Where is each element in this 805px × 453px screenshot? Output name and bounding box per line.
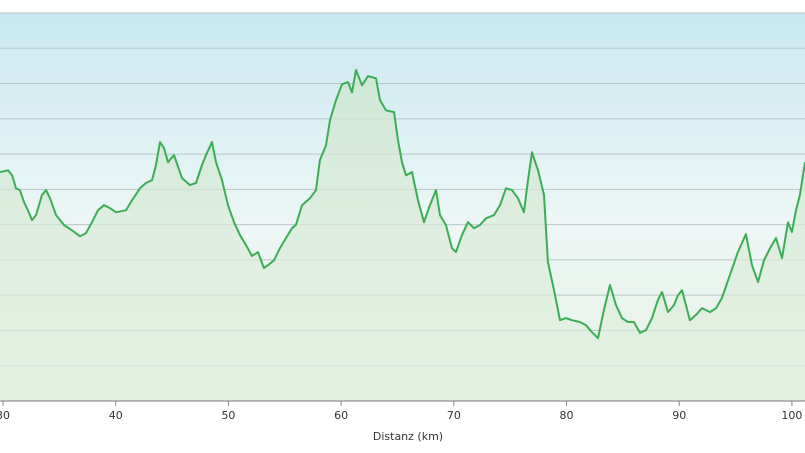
x-tick-label: 80 bbox=[560, 409, 574, 422]
x-axis-label: Distanz (km) bbox=[373, 430, 443, 443]
x-tick-label: 70 bbox=[447, 409, 461, 422]
x-tick-label: 90 bbox=[672, 409, 686, 422]
x-tick-label: 50 bbox=[221, 409, 235, 422]
x-tick-label: 40 bbox=[109, 409, 123, 422]
x-tick-label: 30 bbox=[0, 409, 10, 422]
x-tick-label: 60 bbox=[334, 409, 348, 422]
elevation-line bbox=[0, 69, 805, 340]
area-fill bbox=[0, 70, 805, 401]
x-tick-label: 100 bbox=[781, 409, 802, 422]
